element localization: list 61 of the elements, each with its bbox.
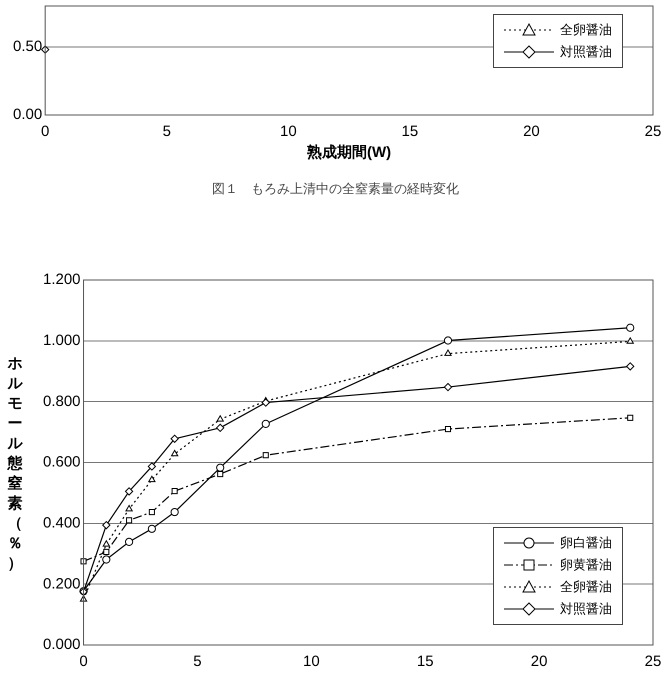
- point: [262, 398, 270, 407]
- x-tick-label: 15: [416, 653, 434, 670]
- point: [124, 487, 134, 496]
- y-tick-label: 1.200: [42, 271, 81, 288]
- legend-label: 全卵醤油: [560, 579, 612, 596]
- point: [148, 524, 156, 533]
- x-tick-label: 0: [41, 123, 50, 140]
- x-tick-label: 10: [302, 653, 320, 670]
- point: [125, 504, 133, 512]
- point: [444, 382, 452, 392]
- point: [148, 509, 155, 516]
- point: [148, 462, 156, 471]
- point: [102, 540, 110, 547]
- y-tick-label: 0.200: [42, 575, 81, 592]
- y-tick-label: 0.800: [42, 392, 81, 410]
- y-tick-label: 1.000: [42, 332, 81, 349]
- legend-label: 対照醤油: [560, 601, 612, 618]
- point: [170, 508, 179, 516]
- legend-label: 卵黄醤油: [560, 557, 612, 574]
- point: [262, 420, 270, 428]
- x-tick-label: 15: [402, 123, 418, 140]
- point: [626, 362, 634, 370]
- x-tick-label: 25: [644, 123, 662, 140]
- point: [216, 424, 224, 432]
- x-tick-label: 20: [530, 653, 548, 670]
- point: [102, 555, 110, 564]
- point: [216, 415, 224, 422]
- y-tick-label: 0.50: [12, 38, 42, 56]
- point: [102, 521, 110, 530]
- point: [444, 350, 452, 356]
- y-tick-label: 0.000: [42, 636, 81, 654]
- point: [262, 452, 269, 458]
- point: [626, 324, 634, 332]
- x-tick-label: 5: [193, 653, 202, 670]
- point: [444, 336, 452, 345]
- point: [626, 337, 634, 344]
- point: [444, 426, 452, 432]
- point: [124, 538, 134, 546]
- x-tick-label: 20: [523, 123, 540, 140]
- x-tick-label: 0: [79, 653, 88, 670]
- point: [627, 414, 634, 421]
- point: [216, 464, 224, 472]
- x-tick-label: 5: [162, 123, 171, 140]
- point: [170, 434, 179, 443]
- point: [148, 476, 156, 482]
- y-tick-label: 0.00: [12, 106, 42, 124]
- point: [171, 450, 178, 456]
- legend-label: 対照醤油: [560, 44, 612, 61]
- x-axis-title: 熟成期間(W): [306, 144, 392, 162]
- caption: 図１ もろみ上清中の全窒素量の経時変化: [211, 181, 460, 198]
- point: [172, 488, 178, 494]
- legend-label: 卵白醤油: [560, 535, 612, 552]
- text: ホルモール態窒素（％）: [8, 354, 22, 572]
- point: [126, 517, 132, 524]
- point: [103, 548, 110, 555]
- x-tick-label: 10: [280, 123, 297, 140]
- legend-label: 全卵醤油: [560, 22, 612, 39]
- y-tick-label: 0.400: [42, 514, 81, 532]
- point: [217, 471, 224, 478]
- y-tick-label: 0.600: [42, 454, 81, 471]
- x-tick-label: 25: [644, 653, 662, 670]
